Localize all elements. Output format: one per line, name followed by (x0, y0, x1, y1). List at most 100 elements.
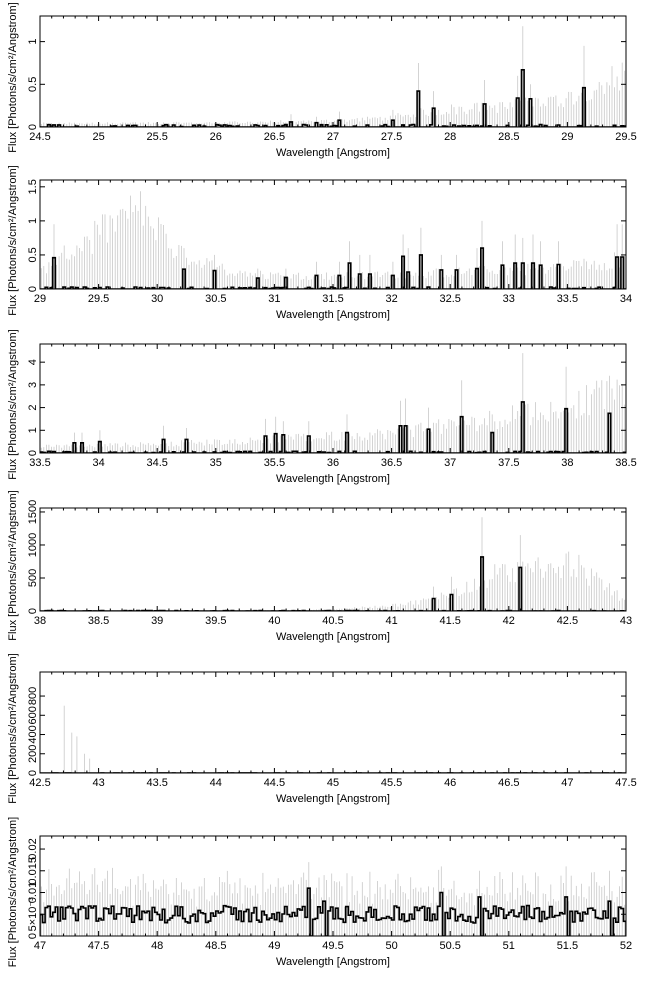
x-tick-label: 46 (444, 777, 456, 789)
x-tick-label: 34.5 (146, 457, 167, 469)
x-tick-label: 38 (34, 615, 46, 627)
x-tick-label: 39 (151, 615, 163, 627)
x-tick-label: 39.5 (205, 615, 226, 627)
y-axis-label: Flux [Photons/s/cm²/Angstrom] (7, 817, 19, 967)
x-tick-label: 51.5 (557, 940, 578, 952)
x-tick-label: 43.5 (146, 777, 167, 789)
y-tick-label: 5×10⁻³ (27, 897, 39, 932)
x-tick-label: 34 (92, 457, 104, 469)
y-tick-label: 800 (27, 687, 39, 705)
x-tick-label: 45.5 (381, 777, 402, 789)
error-bars (40, 26, 626, 127)
error-bars (40, 353, 626, 453)
x-tick-label: 50 (385, 940, 397, 952)
x-tick-label: 43 (92, 777, 104, 789)
spectrum-panel-3: 33.5 34 34.5 35 35.5 36 36.5 37 37.5 38 38.501234W… (7, 329, 637, 485)
plot-frame (39, 671, 627, 774)
x-axis-label: Wavelength [Angstrom] (276, 956, 390, 968)
x-tick-label: 37.5 (498, 457, 519, 469)
y-tick-label: 400 (27, 725, 39, 743)
x-tick-label: 29.5 (615, 131, 636, 143)
plot-area (40, 517, 626, 611)
y-tick-label: 600 (27, 706, 39, 724)
x-tick-label: 26 (210, 131, 222, 143)
x-tick-label: 41 (385, 615, 397, 627)
spectrum-panel-5: 42.5 43 43.5 44 44.5 45 45.5 46 46.5 47 47.5 0 200 40… (7, 653, 637, 805)
x-tick-label: 47.5 (615, 777, 636, 789)
y-axis-label: Flux [Photons/s/cm²/Angstrom] (7, 490, 19, 640)
plot-area (40, 862, 626, 936)
x-tick-label: 34 (620, 293, 632, 305)
x-axis-label: Wavelength [Angstrom] (276, 473, 390, 485)
y-tick-label: 0 (27, 286, 39, 292)
x-tick-label: 47.5 (88, 940, 109, 952)
y-axis-label: Flux [Photons/s/cm²/Angstrom] (7, 653, 19, 803)
x-tick-label: 35.5 (264, 457, 285, 469)
x-axis-label: Wavelength [Angstrom] (276, 309, 390, 321)
x-tick-label: 43 (620, 615, 632, 627)
x-tick-label: 35 (210, 457, 222, 469)
y-tick-label: 0 (27, 608, 39, 614)
error-bars (40, 862, 626, 936)
y-tick-label: 0.015 (27, 857, 39, 885)
y-tick-label: 1500 (27, 500, 39, 524)
y-axis-label: Flux [Photons/s/cm²/Angstrom] (7, 165, 19, 315)
x-tick-label: 41.5 (439, 615, 460, 627)
flux-histogram (40, 887, 626, 936)
x-tick-label: 49.5 (322, 940, 343, 952)
y-tick-label: 200 (27, 745, 39, 763)
y-tick-label: 0 (27, 770, 39, 776)
y-tick-label: 0.01 (27, 882, 39, 903)
y-tick-label: 0.5 (27, 247, 39, 262)
x-axis-label: Wavelength [Angstrom] (276, 631, 390, 643)
y-tick-label: 1000 (27, 533, 39, 557)
x-tick-label: 26.5 (264, 131, 285, 143)
x-tick-label: 31.5 (322, 293, 343, 305)
x-tick-label: 29 (34, 293, 46, 305)
x-tick-label: 47 (561, 777, 573, 789)
x-tick-label: 27.5 (381, 131, 402, 143)
x-tick-label: 42 (503, 615, 515, 627)
x-tick-label: 40 (268, 615, 280, 627)
x-tick-label: 29 (561, 131, 573, 143)
x-tick-label: 37 (444, 457, 456, 469)
x-tick-label: 46.5 (498, 777, 519, 789)
y-tick-label: 0 (27, 933, 39, 939)
y-tick-label: 0.02 (27, 838, 39, 859)
x-tick-label: 25 (92, 131, 104, 143)
x-tick-label: 51 (503, 940, 515, 952)
y-tick-label: 1.5 (27, 179, 39, 194)
x-tick-label: 30 (151, 293, 163, 305)
x-tick-label: 36.5 (381, 457, 402, 469)
plot-area (40, 353, 626, 453)
x-tick-label: 50.5 (439, 940, 460, 952)
x-tick-label: 42.5 (29, 777, 50, 789)
error-bars (63, 705, 91, 773)
x-tick-label: 36 (327, 457, 339, 469)
x-tick-label: 48.5 (205, 940, 226, 952)
x-tick-label: 42.5 (557, 615, 578, 627)
plot-area (40, 26, 626, 127)
x-tick-label: 48 (151, 940, 163, 952)
x-tick-label: 44 (210, 777, 222, 789)
y-tick-label: 1 (27, 218, 39, 224)
x-tick-label: 32.5 (439, 293, 460, 305)
y-tick-label: 4 (27, 359, 39, 365)
y-tick-label: 1 (27, 39, 39, 45)
x-tick-label: 25.5 (146, 131, 167, 143)
error-bars (40, 517, 626, 611)
x-tick-label: 33.5 (29, 457, 50, 469)
x-tick-label: 40.5 (322, 615, 343, 627)
flux-histogram (40, 69, 626, 127)
y-tick-label: 2 (27, 405, 39, 411)
x-tick-label: 52 (620, 940, 632, 952)
y-tick-label: 0 (27, 124, 39, 130)
x-axis-label: Wavelength [Angstrom] (276, 147, 390, 159)
y-tick-label: 0 (27, 450, 39, 456)
plot-area (40, 191, 626, 289)
x-tick-label: 33 (503, 293, 515, 305)
y-tick-label: 3 (27, 382, 39, 388)
x-tick-label: 45 (327, 777, 339, 789)
x-tick-label: 33.5 (557, 293, 578, 305)
